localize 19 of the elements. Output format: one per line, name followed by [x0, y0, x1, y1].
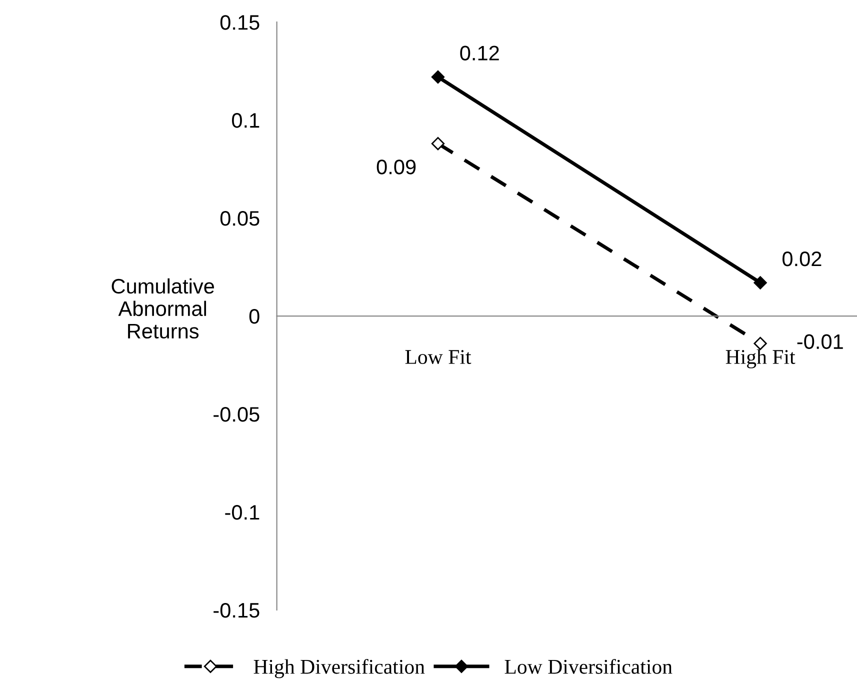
legend-label: Low Diversification	[504, 658, 672, 674]
point	[754, 276, 767, 290]
legend-label: High Diversification	[254, 658, 425, 678]
y-tick-label: -0.1	[225, 504, 260, 520]
data-label: 0.02	[782, 251, 822, 266]
y-tick-label: 0.05	[220, 211, 260, 226]
x-tick-label: Low Fit	[405, 350, 472, 364]
point	[431, 136, 445, 150]
x-tick-label: High Fit	[726, 349, 796, 368]
y-tick-label: -0.15	[214, 602, 260, 618]
y-tick-label: 0.15	[220, 15, 260, 30]
y-tick-label: -0.05	[214, 407, 260, 422]
y-tick-label: 0	[249, 309, 260, 324]
data-label: 0.12	[460, 46, 499, 60]
data-label: -0.01	[797, 334, 843, 350]
y-axis-title: Cumulative Abnormal Returns	[112, 278, 214, 339]
data-label: 0.09	[376, 160, 416, 174]
point	[431, 70, 445, 84]
y-tick-label: 0.1	[232, 113, 260, 128]
